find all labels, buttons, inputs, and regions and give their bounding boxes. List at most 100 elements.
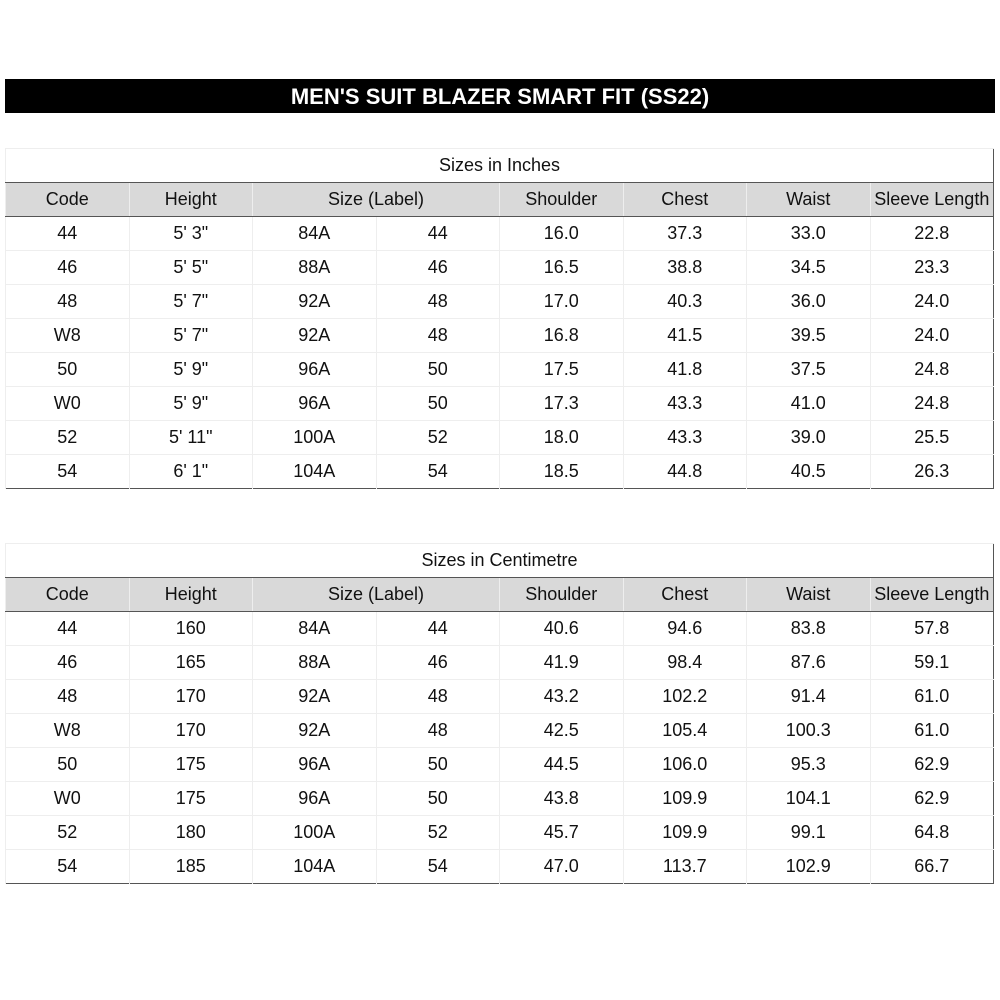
table-cell: 104A bbox=[252, 849, 376, 884]
header-row: Code Height Size (Label) Shoulder Chest Waist… bbox=[5, 577, 994, 612]
table-row: 54 185 104A 54 47.0 113.7 102.9 66.7 bbox=[5, 849, 994, 884]
table-row: 44 160 84A 44 40.6 94.6 83.8 57.8 bbox=[5, 611, 994, 646]
table-cell: 54 bbox=[5, 849, 129, 884]
table-cell: 57.8 bbox=[869, 611, 994, 646]
table-cell: 24.8 bbox=[869, 352, 994, 387]
table-cell: 17.5 bbox=[499, 352, 623, 387]
table-cell: 54 bbox=[375, 849, 500, 884]
table-cell: 17.3 bbox=[499, 386, 623, 421]
table-row: W8 5' 7" 92A 48 16.8 41.5 39.5 24.0 bbox=[5, 318, 994, 353]
table-cell: 39.5 bbox=[746, 318, 870, 353]
table-cell: 24.0 bbox=[869, 318, 994, 353]
column-header: Code bbox=[5, 182, 129, 217]
column-header: Waist bbox=[746, 577, 870, 612]
table-cell: 96A bbox=[252, 386, 376, 421]
table-cell: W0 bbox=[5, 386, 129, 421]
table-cell: 22.8 bbox=[869, 216, 994, 251]
table-cell: 48 bbox=[375, 284, 500, 319]
table-cell: 43.3 bbox=[622, 386, 747, 421]
table-cell: 98.4 bbox=[622, 645, 747, 680]
table-cell: 105.4 bbox=[622, 713, 747, 748]
table-cell: 62.9 bbox=[869, 747, 994, 782]
table-cell: W8 bbox=[5, 318, 129, 353]
table-cell: 16.5 bbox=[499, 250, 623, 285]
table-cell: 50 bbox=[5, 352, 129, 387]
table-cell: 50 bbox=[375, 386, 500, 421]
table-cell: 37.5 bbox=[746, 352, 870, 387]
table-cell: 6' 1" bbox=[128, 454, 253, 489]
table-cell: 175 bbox=[128, 781, 253, 816]
table-cell: 84A bbox=[252, 611, 376, 646]
page-title: MEN'S SUIT BLAZER SMART FIT (SS22) bbox=[5, 79, 995, 113]
table-cell: 33.0 bbox=[746, 216, 870, 251]
table-cell: 24.0 bbox=[869, 284, 994, 319]
table-cell: 50 bbox=[375, 747, 500, 782]
table-cell: 5' 9" bbox=[128, 386, 253, 421]
table-cell: 100.3 bbox=[746, 713, 870, 748]
table-cell: 102.2 bbox=[622, 679, 747, 714]
table-cell: 48 bbox=[375, 318, 500, 353]
table-cell: 180 bbox=[128, 815, 253, 850]
column-header: Sleeve Length bbox=[869, 182, 994, 217]
table-row: 48 5' 7" 92A 48 17.0 40.3 36.0 24.0 bbox=[5, 284, 994, 319]
table-cell: 88A bbox=[252, 645, 376, 680]
table-cell: 44 bbox=[5, 216, 129, 251]
table-row: 52 5' 11" 100A 52 18.0 43.3 39.0 25.5 bbox=[5, 420, 994, 455]
table-row: 46 5' 5" 88A 46 16.5 38.8 34.5 23.3 bbox=[5, 250, 994, 285]
column-header: Shoulder bbox=[499, 182, 623, 217]
table-cell: 84A bbox=[252, 216, 376, 251]
column-header: Shoulder bbox=[499, 577, 623, 612]
table-cell: 34.5 bbox=[746, 250, 870, 285]
table-cell: 24.8 bbox=[869, 386, 994, 421]
table-cell: 46 bbox=[5, 645, 129, 680]
table-cell: 41.8 bbox=[622, 352, 747, 387]
table-row: W0 5' 9" 96A 50 17.3 43.3 41.0 24.8 bbox=[5, 386, 994, 421]
table-cell: 42.5 bbox=[499, 713, 623, 748]
table-cell: 46 bbox=[5, 250, 129, 285]
table-cell: 109.9 bbox=[622, 781, 747, 816]
column-header: Chest bbox=[622, 182, 747, 217]
table-cell: 16.0 bbox=[499, 216, 623, 251]
table-cell: 47.0 bbox=[499, 849, 623, 884]
table-cell: 92A bbox=[252, 284, 376, 319]
table-row: 44 5' 3" 84A 44 16.0 37.3 33.0 22.8 bbox=[5, 216, 994, 251]
table-cell: 17.0 bbox=[499, 284, 623, 319]
column-header: Size (Label) bbox=[252, 577, 500, 612]
centimetre-size-table: Sizes in Centimetre Code Height Size (Label… bbox=[4, 543, 995, 884]
table-cell: 23.3 bbox=[869, 250, 994, 285]
table-cell: 46 bbox=[375, 645, 500, 680]
table-cell: 59.1 bbox=[869, 645, 994, 680]
column-header: Sleeve Length bbox=[869, 577, 994, 612]
table-cell: 5' 11" bbox=[128, 420, 253, 455]
table-cell: 46 bbox=[375, 250, 500, 285]
table-caption: Sizes in Centimetre bbox=[4, 543, 994, 578]
inches-size-table: Sizes in Inches Code Height Size (Label) Sho… bbox=[4, 148, 995, 489]
table-row: 50 5' 9" 96A 50 17.5 41.8 37.5 24.8 bbox=[5, 352, 994, 387]
table-row: W0 175 96A 50 43.8 109.9 104.1 62.9 bbox=[5, 781, 994, 816]
table-cell: 100A bbox=[252, 815, 376, 850]
table-cell: 48 bbox=[375, 679, 500, 714]
table-cell: 160 bbox=[128, 611, 253, 646]
table-cell: 40.5 bbox=[746, 454, 870, 489]
table-cell: 170 bbox=[128, 679, 253, 714]
table-cell: 36.0 bbox=[746, 284, 870, 319]
table-cell: 104A bbox=[252, 454, 376, 489]
table-row: W8 170 92A 48 42.5 105.4 100.3 61.0 bbox=[5, 713, 994, 748]
table-cell: W0 bbox=[5, 781, 129, 816]
table-cell: 39.0 bbox=[746, 420, 870, 455]
table-cell: 92A bbox=[252, 713, 376, 748]
table-cell: 185 bbox=[128, 849, 253, 884]
table-cell: 43.3 bbox=[622, 420, 747, 455]
table-cell: 44 bbox=[375, 611, 500, 646]
table-cell: 50 bbox=[375, 781, 500, 816]
table-cell: 44 bbox=[5, 611, 129, 646]
column-header: Code bbox=[5, 577, 129, 612]
table-cell: 44 bbox=[375, 216, 500, 251]
table-cell: 102.9 bbox=[746, 849, 870, 884]
table-cell: 88A bbox=[252, 250, 376, 285]
table-cell: 96A bbox=[252, 747, 376, 782]
table-cell: 64.8 bbox=[869, 815, 994, 850]
table-cell: 50 bbox=[375, 352, 500, 387]
table-cell: 43.8 bbox=[499, 781, 623, 816]
table-cell: 5' 7" bbox=[128, 318, 253, 353]
